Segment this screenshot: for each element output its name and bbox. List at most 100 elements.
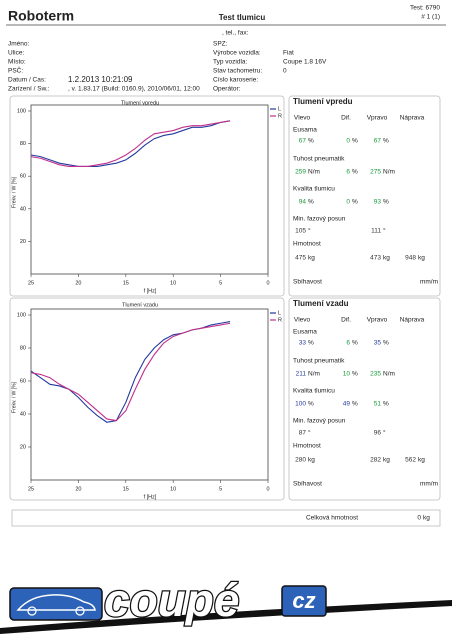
result-unit: % [352,199,358,206]
report-title: Test tlumicu [219,13,266,22]
result-unit: % [308,401,314,408]
x-tick-label: 10 [170,486,176,492]
row-label: Eusama [293,329,317,336]
result-value: 111 [371,228,381,235]
result-value: 0 [346,199,350,206]
result-unit: kg [383,255,390,262]
legend-label: L [278,106,281,112]
series-line [30,120,231,167]
row-label: Kvalita tlumicu [293,186,335,193]
logo-text: coupé [104,574,239,626]
row-label: Sbíhavost [293,279,322,286]
field-label: Typ vozidla: [213,59,248,66]
chart-title: Tlumení vzadu [122,302,158,308]
result-unit: % [352,401,358,408]
result-unit: % [308,340,314,347]
x-axis-label: f [Hz] [144,288,157,294]
legend-label: R [278,113,282,119]
x-tick-label: 0 [266,486,269,492]
result-unit: % [352,340,358,347]
result-value: 10 [343,371,351,378]
result-value: 105 [295,228,306,235]
result-value: 94 [299,199,307,206]
total-label: Celková hmotnost [306,515,358,522]
field-label: PSČ: [8,66,23,75]
result-value: 93 [374,199,382,206]
result-value: 280 [295,457,306,464]
field-value: , v. 1.83.17 (Build: 0160.9), 2010/06/01… [68,86,200,93]
row-label: Sbíhavost [293,481,322,488]
field-label: Datum / Cas: [8,77,46,84]
chart-frame [9,297,285,501]
results-frame [288,297,441,501]
y-tick-label: 100 [17,108,26,114]
logo-car-box [9,587,103,621]
field-value: Fiat [283,50,294,57]
result-unit: % [383,138,389,145]
logo [0,585,452,634]
result-unit: % [352,371,358,378]
field-label: Místo: [8,59,26,66]
result-value: 275 [370,169,381,176]
logo-suffix: cz [292,588,315,613]
result-value: 948 [405,255,416,262]
result-value: 562 [405,457,416,464]
row-label: Hmotnost [293,443,321,450]
result-value: 475 [295,255,306,262]
result-unit: N/m [383,169,395,176]
logo-car [16,594,96,611]
result-value: 33 [299,340,307,347]
y-tick-label: 40 [20,411,26,417]
results-title: Tlumení vpredu [293,97,353,106]
field-label: Operátor: [213,86,241,93]
logo-wheel [75,606,85,616]
results-frame [288,95,441,297]
column-header: Vlevo [294,115,311,122]
result-unit: ° [308,429,311,437]
field-label: Stav tachometru: [213,68,262,75]
field-label: Zarízení / Sw.: [8,86,50,93]
x-tick-label: 0 [266,280,269,286]
result-value: 49 [343,401,351,408]
result-unit: ° [308,227,311,235]
result-value: 87 [299,430,307,437]
result-unit: ° [383,429,386,437]
result-unit: % [383,340,389,347]
result-value: 6 [346,340,350,347]
result-unit: kg [418,457,425,464]
logo-swoosh [0,600,452,634]
plot-area [30,104,269,275]
x-tick-label: 20 [75,486,81,492]
result-value: 0 [346,138,350,145]
row-label: Kvalita tlumicu [293,388,335,395]
x-tick-label: 10 [170,280,176,286]
row-label: Hmotnost [293,241,321,248]
test-number: Test: 6790 [410,5,440,12]
page-number: # 1 (1) [421,14,440,21]
legend-label: R [278,317,282,323]
field-label: Výrobce vozidla: [213,50,261,57]
result-value: 235 [370,371,381,378]
series-line [30,120,231,167]
row-label: Eusama [293,127,317,134]
result-value: 67 [374,138,382,145]
result-unit: N/m [308,169,320,176]
result-value: 473 [370,255,381,262]
series-line [30,322,231,422]
x-tick-label: 15 [123,486,129,492]
column-header: Vpravo [367,115,388,122]
results-title: Tlumení vzadu [293,299,349,308]
chart-title: Tlumení vpredu [121,100,159,106]
y-tick-label: 60 [20,174,26,180]
row-label: Tuhost pneumatik [293,156,345,163]
result-unit: mm/m [420,481,438,488]
field-label: Jméno: [8,41,30,48]
total-frame [11,509,441,527]
y-tick-label: 40 [20,206,26,212]
column-header: Vlevo [294,317,311,324]
x-tick-label: 15 [123,280,129,286]
result-value: 259 [295,169,306,176]
result-unit: kg [383,457,390,464]
row-label: Min. fazový posun [293,216,346,223]
